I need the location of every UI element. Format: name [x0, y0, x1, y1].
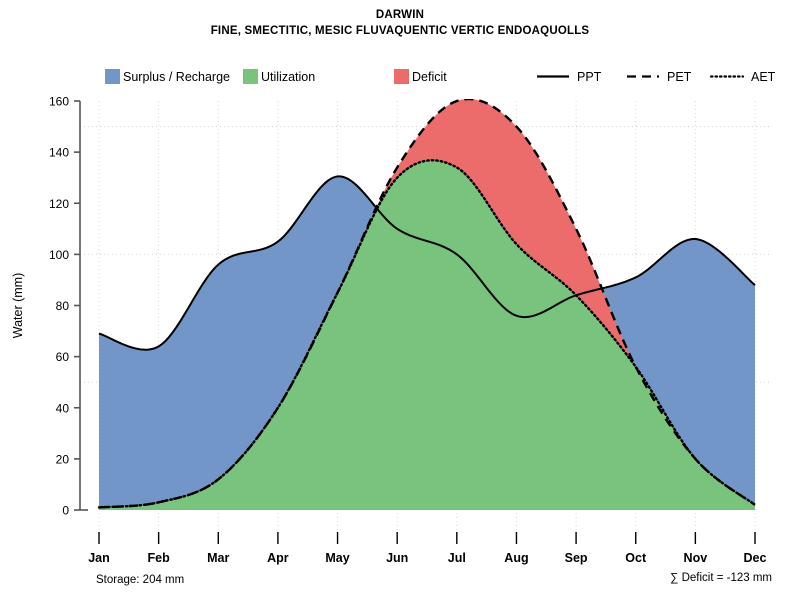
text-group: 0 20 40 60 80 100 120 140 160 Jan Feb Mar Apr May Jun J…	[11, 9, 776, 586]
x-tick-label-mar: Mar	[207, 551, 229, 565]
y-tick-label-120: 120	[49, 197, 69, 211]
legend-label-pet: PET	[667, 70, 692, 84]
band-utilization	[99, 160, 755, 510]
y-tick-label-60: 60	[56, 350, 70, 364]
x-tick-label-dec: Dec	[744, 551, 767, 565]
y-tick-label-80: 80	[56, 299, 70, 313]
bands-group	[99, 99, 755, 510]
chart-subtitle: FINE, SMECTITIC, MESIC FLUVAQUENTIC VERT…	[211, 25, 590, 37]
legend-label-surplus-recharge: Surplus / Recharge	[123, 70, 230, 84]
y-tick-label-20: 20	[56, 452, 70, 466]
legend-label-aet: AET	[751, 70, 776, 84]
series-line-ppt	[98, 175, 756, 351]
chart-title: DARWIN	[376, 9, 424, 21]
series-line-aet	[97, 159, 757, 509]
band-deficit	[340, 99, 634, 364]
deficit-sum-annotation: ∑ Deficit = -123 mm	[670, 572, 772, 584]
y-tick-label-100: 100	[49, 248, 69, 262]
x-tick-label-oct: Oct	[625, 551, 647, 565]
x-tick-label-jun: Jun	[386, 551, 408, 565]
y-tick-label-40: 40	[56, 401, 70, 415]
x-tick-label-nov: Nov	[684, 551, 708, 565]
axis-group	[74, 100, 756, 544]
x-tick-label-sep: Sep	[565, 551, 588, 565]
legend-swatch-deficit	[394, 69, 409, 84]
storage-annotation: Storage: 204 mm	[96, 574, 184, 586]
band-surplus-recharge	[578, 239, 755, 505]
legend-label-deficit: Deficit	[412, 70, 447, 84]
legend-label-utilization: Utilization	[261, 70, 315, 84]
y-tick-label-160: 160	[49, 95, 69, 109]
legend-swatch-utilization	[243, 69, 258, 84]
x-tick-label-may: May	[325, 551, 349, 565]
legend-swatch-surplus-recharge	[105, 69, 120, 84]
y-tick-label-0: 0	[62, 504, 69, 518]
legend-label-ppt: PPT	[577, 70, 602, 84]
x-tick-label-jul: Jul	[448, 551, 466, 565]
y-tick-label-140: 140	[49, 146, 69, 160]
x-tick-label-feb: Feb	[148, 551, 171, 565]
band-surplus-recharge	[99, 176, 375, 508]
x-tick-label-aug: Aug	[504, 551, 528, 565]
x-tick-label-jan: Jan	[88, 551, 110, 565]
y-axis-title: Water (mm)	[11, 273, 25, 339]
x-tick-label-apr: Apr	[267, 551, 289, 565]
series-lines-group	[97, 99, 757, 509]
